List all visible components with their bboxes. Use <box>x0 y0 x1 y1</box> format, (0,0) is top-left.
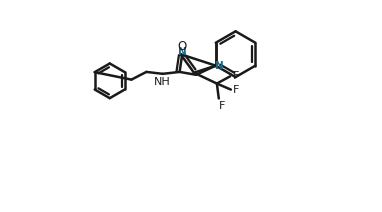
Text: F: F <box>233 71 239 81</box>
Text: F: F <box>219 101 226 111</box>
Text: N: N <box>178 47 187 57</box>
Text: O: O <box>177 40 187 53</box>
Text: F: F <box>233 85 240 95</box>
Text: N: N <box>215 61 223 71</box>
Text: NH: NH <box>154 77 171 87</box>
